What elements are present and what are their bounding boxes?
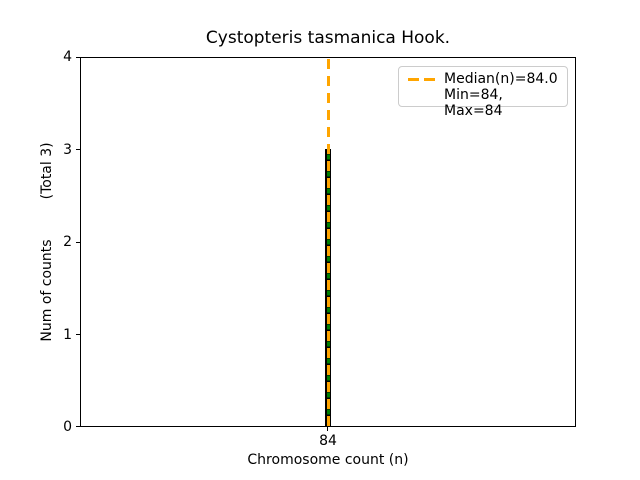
legend-row-minmax: Min=84, Max=84 bbox=[408, 87, 559, 119]
x-axis-label: Chromosome count (n) bbox=[247, 452, 409, 468]
ytick-label-0: 0 bbox=[63, 419, 72, 435]
xtick-mark bbox=[327, 427, 328, 431]
legend-label-minmax: Min=84, Max=84 bbox=[444, 87, 503, 119]
ytick-label-4: 4 bbox=[63, 49, 72, 65]
legend-label-median: Median(n)=84.0 bbox=[444, 71, 558, 87]
xtick-label-84: 84 bbox=[319, 433, 337, 449]
ytick-label-2: 2 bbox=[63, 234, 72, 250]
ytick-mark bbox=[76, 149, 80, 150]
legend-empty-handle bbox=[408, 102, 435, 105]
ytick-label-1: 1 bbox=[63, 326, 72, 343]
plot-area bbox=[80, 57, 576, 427]
chart-title: Cystopteris tasmanica Hook. bbox=[205, 28, 451, 48]
median-dashed-line bbox=[326, 58, 330, 426]
legend-row-median: Median(n)=84.0 bbox=[408, 71, 559, 87]
y-axis-label-text: Num of counts (Total 3) bbox=[39, 142, 55, 342]
median-dashed-line-icon bbox=[408, 77, 435, 81]
ytick-mark bbox=[76, 242, 80, 243]
ytick-mark bbox=[76, 57, 80, 58]
legend: Median(n)=84.0 Min=84, Max=84 bbox=[398, 66, 568, 119]
ytick-mark bbox=[76, 426, 80, 427]
ytick-label-3: 3 bbox=[63, 141, 72, 158]
ytick-mark bbox=[76, 334, 80, 335]
